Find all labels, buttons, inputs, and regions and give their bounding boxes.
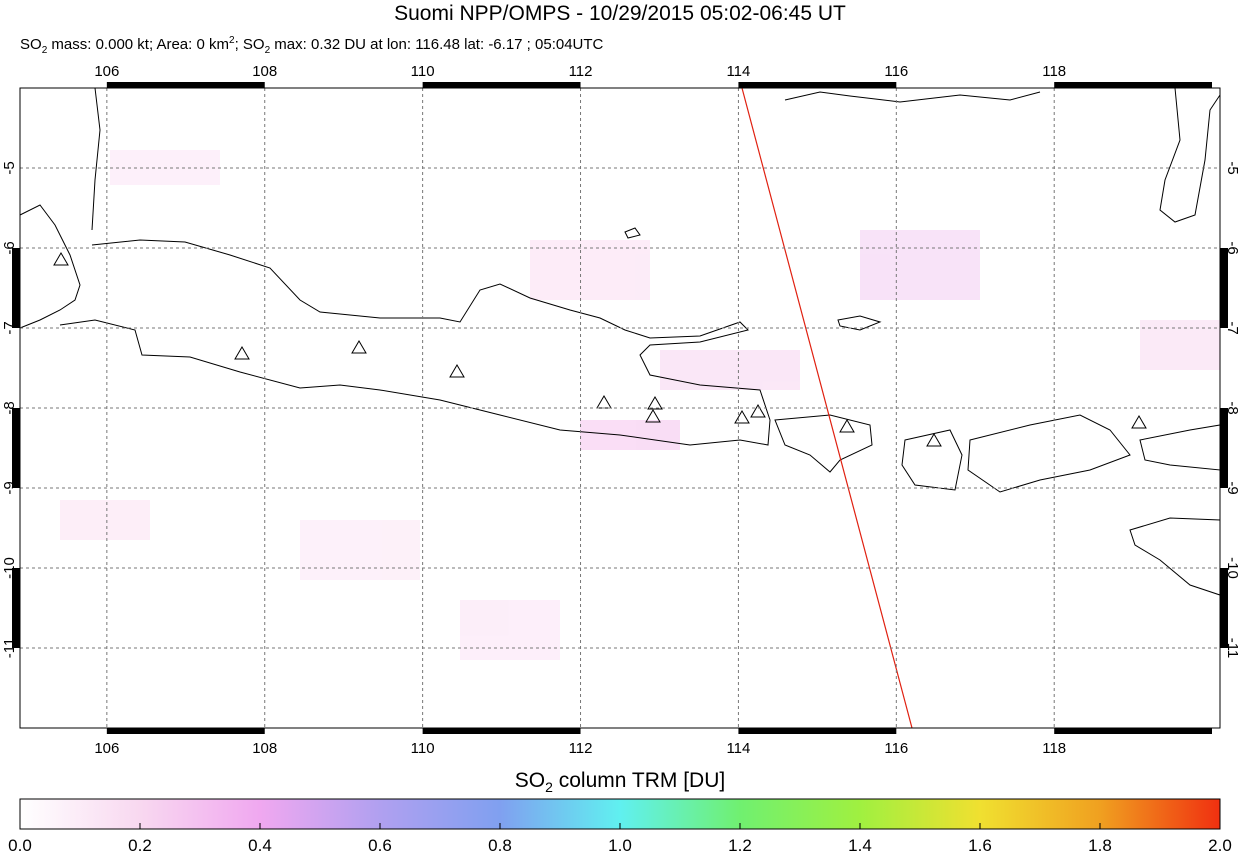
y-tick-label: -7 xyxy=(1,321,18,334)
x-tick-label: 112 xyxy=(569,63,593,80)
frame-segment xyxy=(738,728,897,734)
frame-segment xyxy=(422,82,581,88)
y-tick-label: -11 xyxy=(1,638,18,659)
colorbar-tick-label: 0.8 xyxy=(488,836,512,855)
frame-segment xyxy=(1220,568,1228,648)
x-tick-label: 116 xyxy=(884,63,908,80)
y-tick-label: -9 xyxy=(1,481,18,494)
frame-segment xyxy=(1054,82,1212,88)
colorbar-tick-label: 0.0 xyxy=(8,836,32,855)
frame-segment xyxy=(12,408,20,488)
colorbar-tick-label: 1.0 xyxy=(608,836,632,855)
frame-segment xyxy=(1054,728,1212,734)
x-tick-label: 116 xyxy=(884,740,908,757)
colorbar-tick-label: 1.2 xyxy=(728,836,752,855)
subtitle-sup: 2 xyxy=(229,35,235,46)
label-sub: 2 xyxy=(545,779,553,795)
x-tick-label: 118 xyxy=(1042,63,1066,80)
x-tick-label: 114 xyxy=(726,63,750,80)
y-tick-label: -5 xyxy=(1224,161,1239,174)
x-tick-label: 106 xyxy=(94,740,119,757)
y-tick-label: -7 xyxy=(1224,321,1239,334)
x-tick-label: 106 xyxy=(94,63,119,80)
subtitle-part: max: 0.32 DU at lon: 116.48 lat: -6.17 ;… xyxy=(270,36,603,53)
label-part: column TRM [DU] xyxy=(553,769,725,792)
subtitle: SO2 mass: 0.000 kt; Area: 0 km2; SO2 max… xyxy=(20,35,604,56)
so2-field xyxy=(60,150,1220,660)
frame-segment xyxy=(422,728,581,734)
y-tick-label: -9 xyxy=(1224,481,1239,494)
x-tick-label: 114 xyxy=(726,740,750,757)
frame-segment xyxy=(1220,408,1228,488)
x-tick-label: 118 xyxy=(1042,740,1066,757)
frame-segment xyxy=(1220,248,1228,328)
x-tick-label: 112 xyxy=(569,740,593,757)
subtitle-part: mass: 0.000 kt; Area: 0 km xyxy=(47,36,229,53)
colorbar-tick-label: 1.4 xyxy=(848,836,872,855)
subtitle-part: ; SO xyxy=(235,36,265,53)
colorbar-tick-label: 0.4 xyxy=(248,836,272,855)
frame-segment xyxy=(12,248,20,328)
volcanoes xyxy=(53,252,1147,447)
colorbar-tick-label: 0.2 xyxy=(128,836,152,855)
colorbar-tick-label: 1.8 xyxy=(1088,836,1112,855)
x-tick-label: 110 xyxy=(411,740,435,757)
y-tick-label: -11 xyxy=(1224,638,1239,659)
colorbar-tick-label: 1.6 xyxy=(968,836,992,855)
x-tick-label: 108 xyxy=(252,740,277,757)
y-tick-label: -5 xyxy=(1,161,18,174)
x-tick-label: 108 xyxy=(252,63,277,80)
colorbar-tick-label: 2.0 xyxy=(1208,836,1232,855)
colorbar-label: SO2 column TRM [DU] xyxy=(515,769,725,795)
frame-segment xyxy=(12,568,20,648)
subtitle-sub: 2 xyxy=(42,45,48,56)
frame-segment xyxy=(738,82,897,88)
subtitle-sub: 2 xyxy=(265,45,271,56)
frame-segment xyxy=(106,728,265,734)
title: Suomi NPP/OMPS - 10/29/2015 05:02-06:45 … xyxy=(394,2,846,25)
colorbar-tick-label: 0.6 xyxy=(368,836,392,855)
subtitle-part: SO xyxy=(20,36,42,53)
label-part: SO xyxy=(515,769,545,792)
frame-segment xyxy=(106,82,265,88)
x-tick-label: 110 xyxy=(411,63,435,80)
